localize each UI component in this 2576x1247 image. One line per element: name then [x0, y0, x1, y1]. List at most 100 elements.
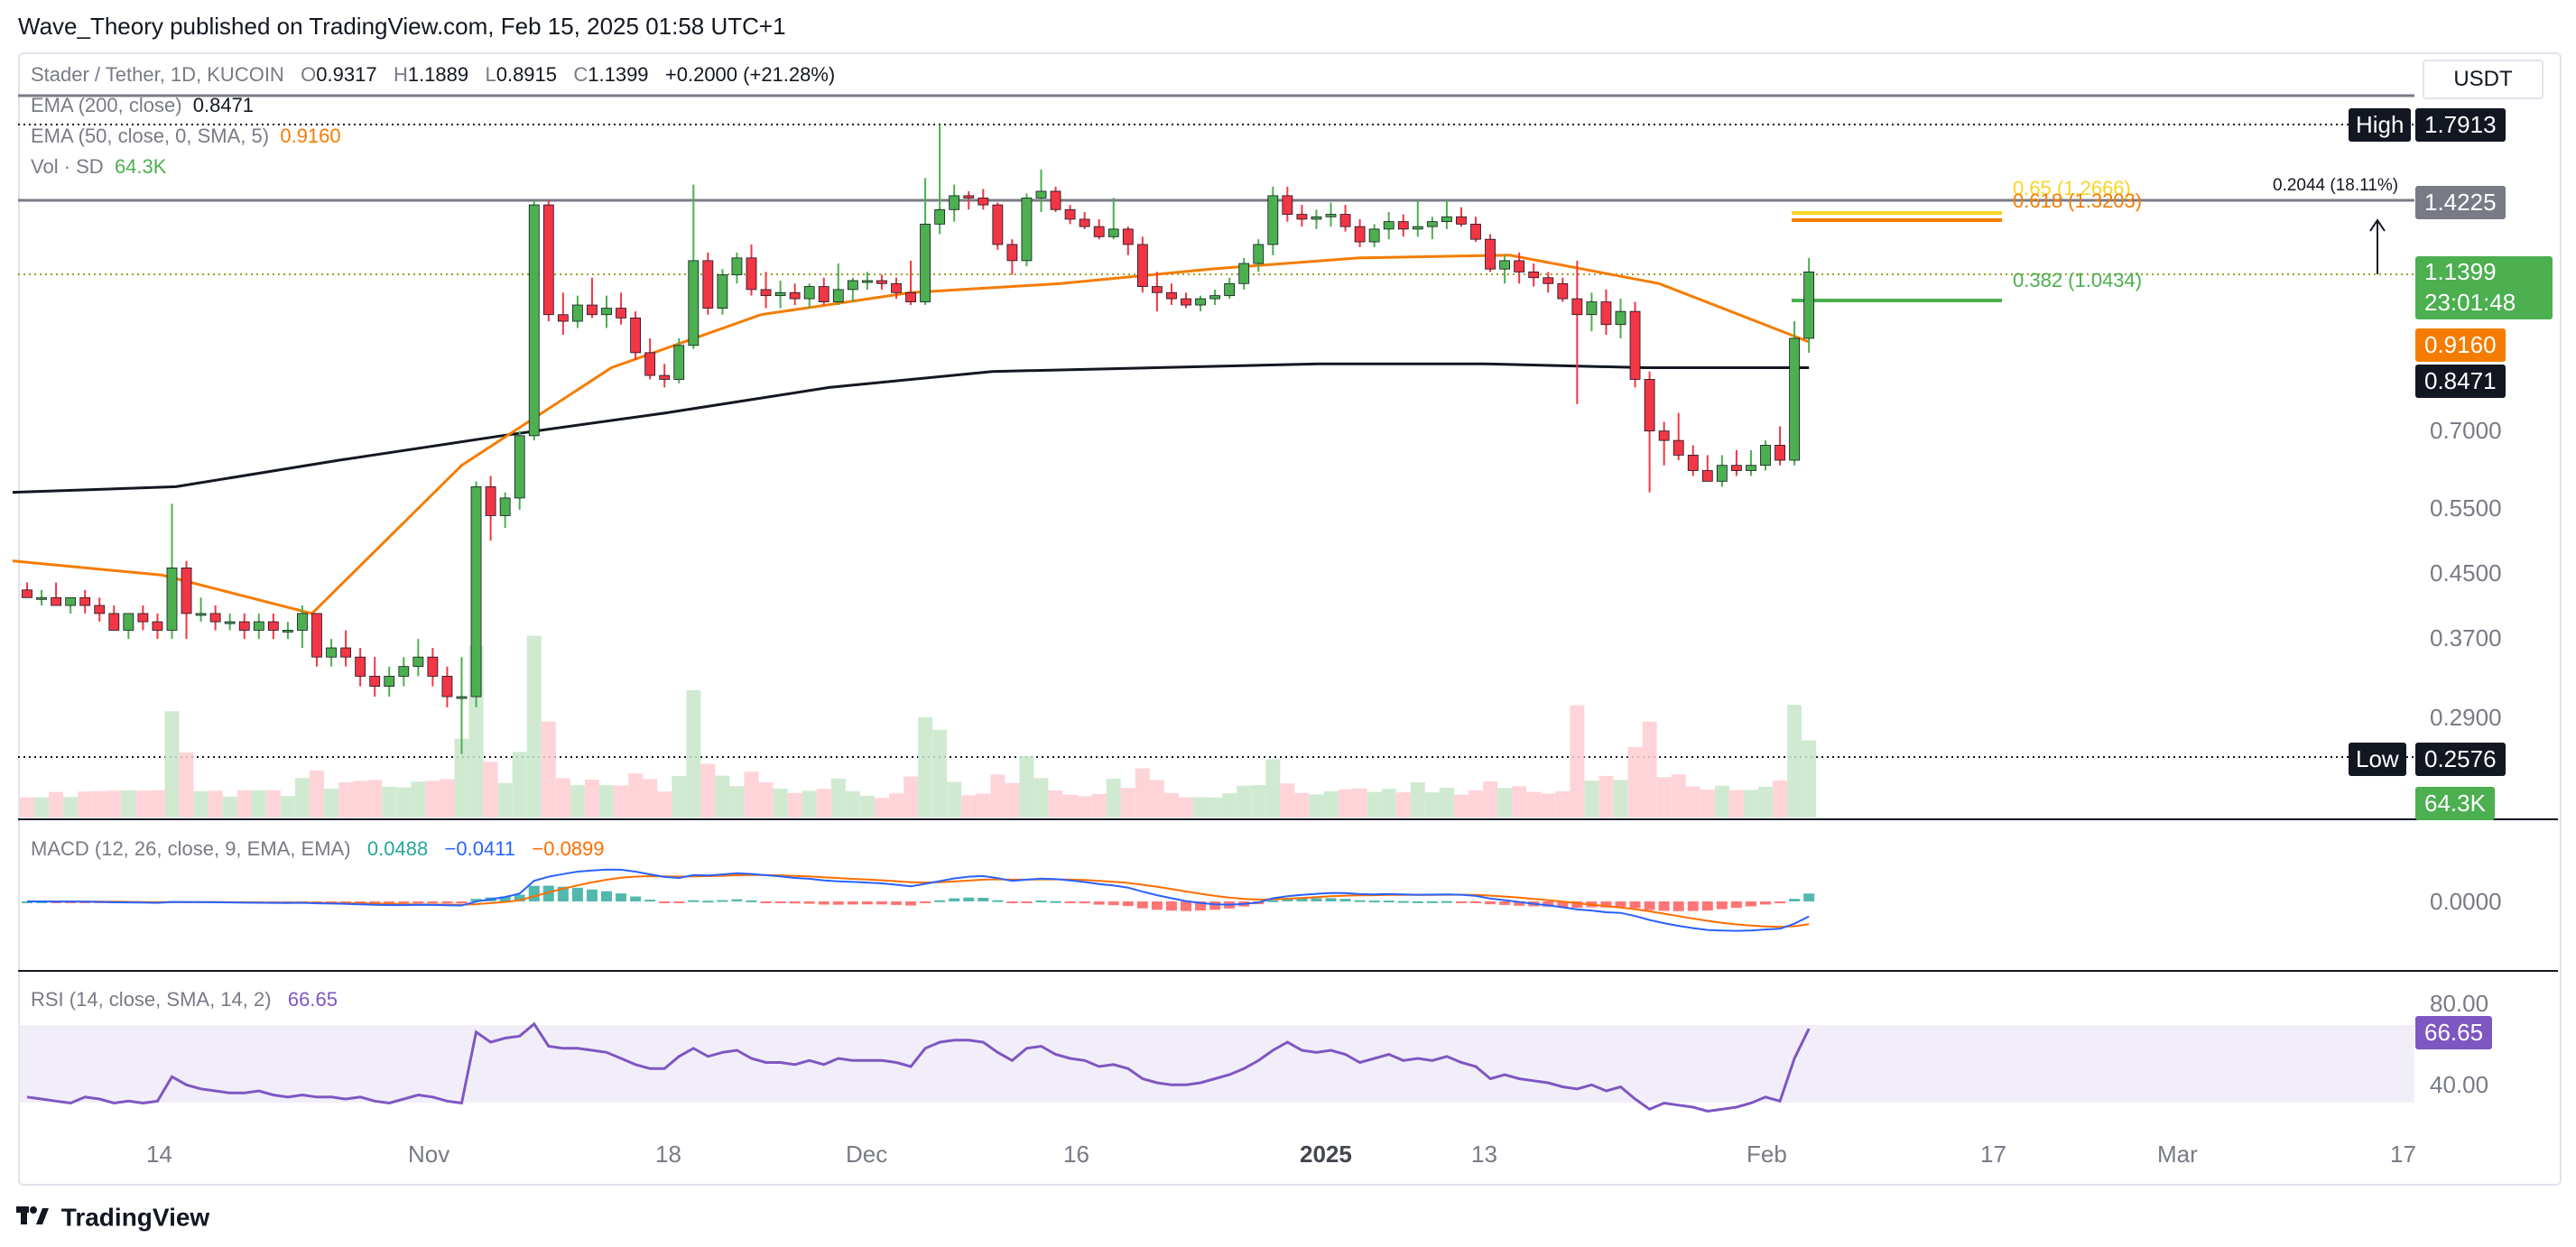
candle-body — [717, 274, 728, 309]
macd-histogram-bar — [1543, 901, 1554, 907]
candle-body — [673, 345, 685, 380]
candle-body — [1528, 271, 1540, 279]
l-value: 0.8915 — [496, 63, 558, 86]
volume-bar — [555, 778, 570, 817]
volume-bar — [1685, 786, 1700, 817]
volume-bar — [1106, 779, 1121, 817]
candle-body — [1615, 310, 1626, 326]
candle-body — [398, 666, 410, 677]
macd-histogram-bar — [746, 900, 757, 902]
volume-bar — [700, 763, 716, 817]
candle-body — [36, 596, 47, 600]
candle-body — [760, 289, 772, 297]
target-arrowhead — [2369, 218, 2386, 232]
macd-histogram-bar — [616, 893, 627, 901]
volume-bar — [1656, 777, 1672, 817]
macd-histogram-bar — [1658, 901, 1670, 911]
volume-bar — [135, 790, 151, 817]
time-tick-6: 13 — [1471, 1141, 1497, 1168]
volume-bar — [1193, 797, 1209, 817]
volume-bar — [859, 795, 875, 817]
volume-legend[interactable]: Vol · SD 64.3K — [31, 155, 166, 179]
volume-bar — [1062, 794, 1078, 817]
candle-body — [1093, 226, 1105, 237]
macd-histogram-bar — [557, 886, 569, 901]
ema50-price-tag: 0.9160 — [2415, 328, 2506, 362]
volume-bar — [1787, 705, 1802, 817]
volume-bar — [932, 729, 948, 817]
macd-histogram-bar — [601, 891, 612, 901]
volume-bar — [1512, 786, 1527, 817]
macd-histogram-bar — [891, 901, 902, 905]
candle-body — [905, 291, 916, 302]
macd-histogram-bar — [1557, 901, 1569, 908]
time-tick-7: Feb — [1747, 1141, 1787, 1168]
low-price-tag: 0.2576 — [2415, 743, 2506, 776]
volume-bar — [1439, 788, 1454, 817]
macd-histogram-bar — [427, 901, 439, 903]
macd-histogram-bar — [1107, 901, 1119, 906]
volume-bar — [845, 790, 860, 817]
volume-bar — [1671, 774, 1686, 817]
macd-histogram-bar — [1136, 901, 1148, 909]
volume-bar — [976, 793, 991, 817]
volume-bar — [324, 789, 339, 817]
volume-bar — [961, 795, 977, 817]
candle-body — [1035, 190, 1047, 199]
low-word-tag: Low — [2349, 743, 2406, 776]
candle-body — [1658, 430, 1670, 441]
macd-histogram-bar — [905, 901, 917, 906]
candle-body — [1746, 465, 1756, 471]
macd-histogram-bar — [1470, 901, 1481, 903]
time-tick-5: 2025 — [1300, 1141, 1352, 1168]
ema50-legend[interactable]: EMA (50, close, 0, SMA, 5) 0.9160 — [31, 125, 341, 148]
candle-body — [978, 198, 989, 206]
candle-body — [1136, 244, 1148, 287]
volume-bar — [20, 797, 34, 817]
macd-histogram-bar — [1789, 899, 1801, 901]
volume-bar — [787, 792, 802, 817]
volume-bar — [1222, 793, 1237, 817]
macd-histogram-bar — [1079, 901, 1090, 904]
macd-legend[interactable]: MACD (12, 26, close, 9, EMA, EMA) 0.0488… — [31, 837, 605, 861]
candle-body — [1600, 301, 1612, 326]
ema200-value: 0.8471 — [192, 94, 255, 116]
ema200-legend[interactable]: EMA (200, close) 0.8471 — [31, 94, 254, 117]
volume-bar — [150, 790, 165, 817]
rsi-legend[interactable]: RSI (14, close, SMA, 14, 2) 66.65 — [31, 988, 338, 1011]
candle-body — [1354, 226, 1366, 243]
candle-body — [1021, 198, 1033, 262]
macd-histogram-bar — [499, 896, 511, 901]
volume-bar — [236, 790, 252, 817]
tradingview-logo[interactable]: TradingView — [16, 1202, 209, 1233]
candle-body — [1470, 223, 1481, 240]
volume-bar — [643, 779, 658, 817]
macd-histogram-bar — [1339, 899, 1351, 901]
volume-bar — [353, 781, 368, 817]
volume-bar — [497, 782, 513, 817]
tick-0700: 0.7000 — [2430, 417, 2502, 444]
volume-bar — [222, 796, 237, 817]
candle-body — [152, 621, 163, 631]
macd-histogram-bar — [688, 900, 700, 902]
candle-body — [876, 280, 887, 284]
candle-body — [253, 621, 264, 631]
candle-body — [1514, 260, 1525, 272]
volume-bar — [1395, 792, 1411, 817]
macd-histogram-bar — [832, 901, 844, 905]
candle-body — [1166, 291, 1177, 300]
volume-bar — [614, 785, 629, 817]
volume-bar — [1381, 789, 1396, 817]
volume-bar — [1091, 793, 1107, 817]
h-value: 1.1889 — [407, 63, 469, 86]
volume-bar — [758, 782, 774, 817]
currency-button[interactable]: USDT — [2423, 60, 2544, 99]
candle-body — [108, 613, 120, 631]
published-byline: Wave_Theory published on TradingView.com… — [18, 13, 786, 40]
symbol-label[interactable]: Stader / Tether, 1D, KUCOIN — [31, 63, 284, 86]
macd-line — [27, 868, 1810, 932]
volume-bar — [874, 798, 889, 817]
candle-body — [51, 596, 61, 606]
macd-histogram-bar — [1571, 901, 1583, 908]
